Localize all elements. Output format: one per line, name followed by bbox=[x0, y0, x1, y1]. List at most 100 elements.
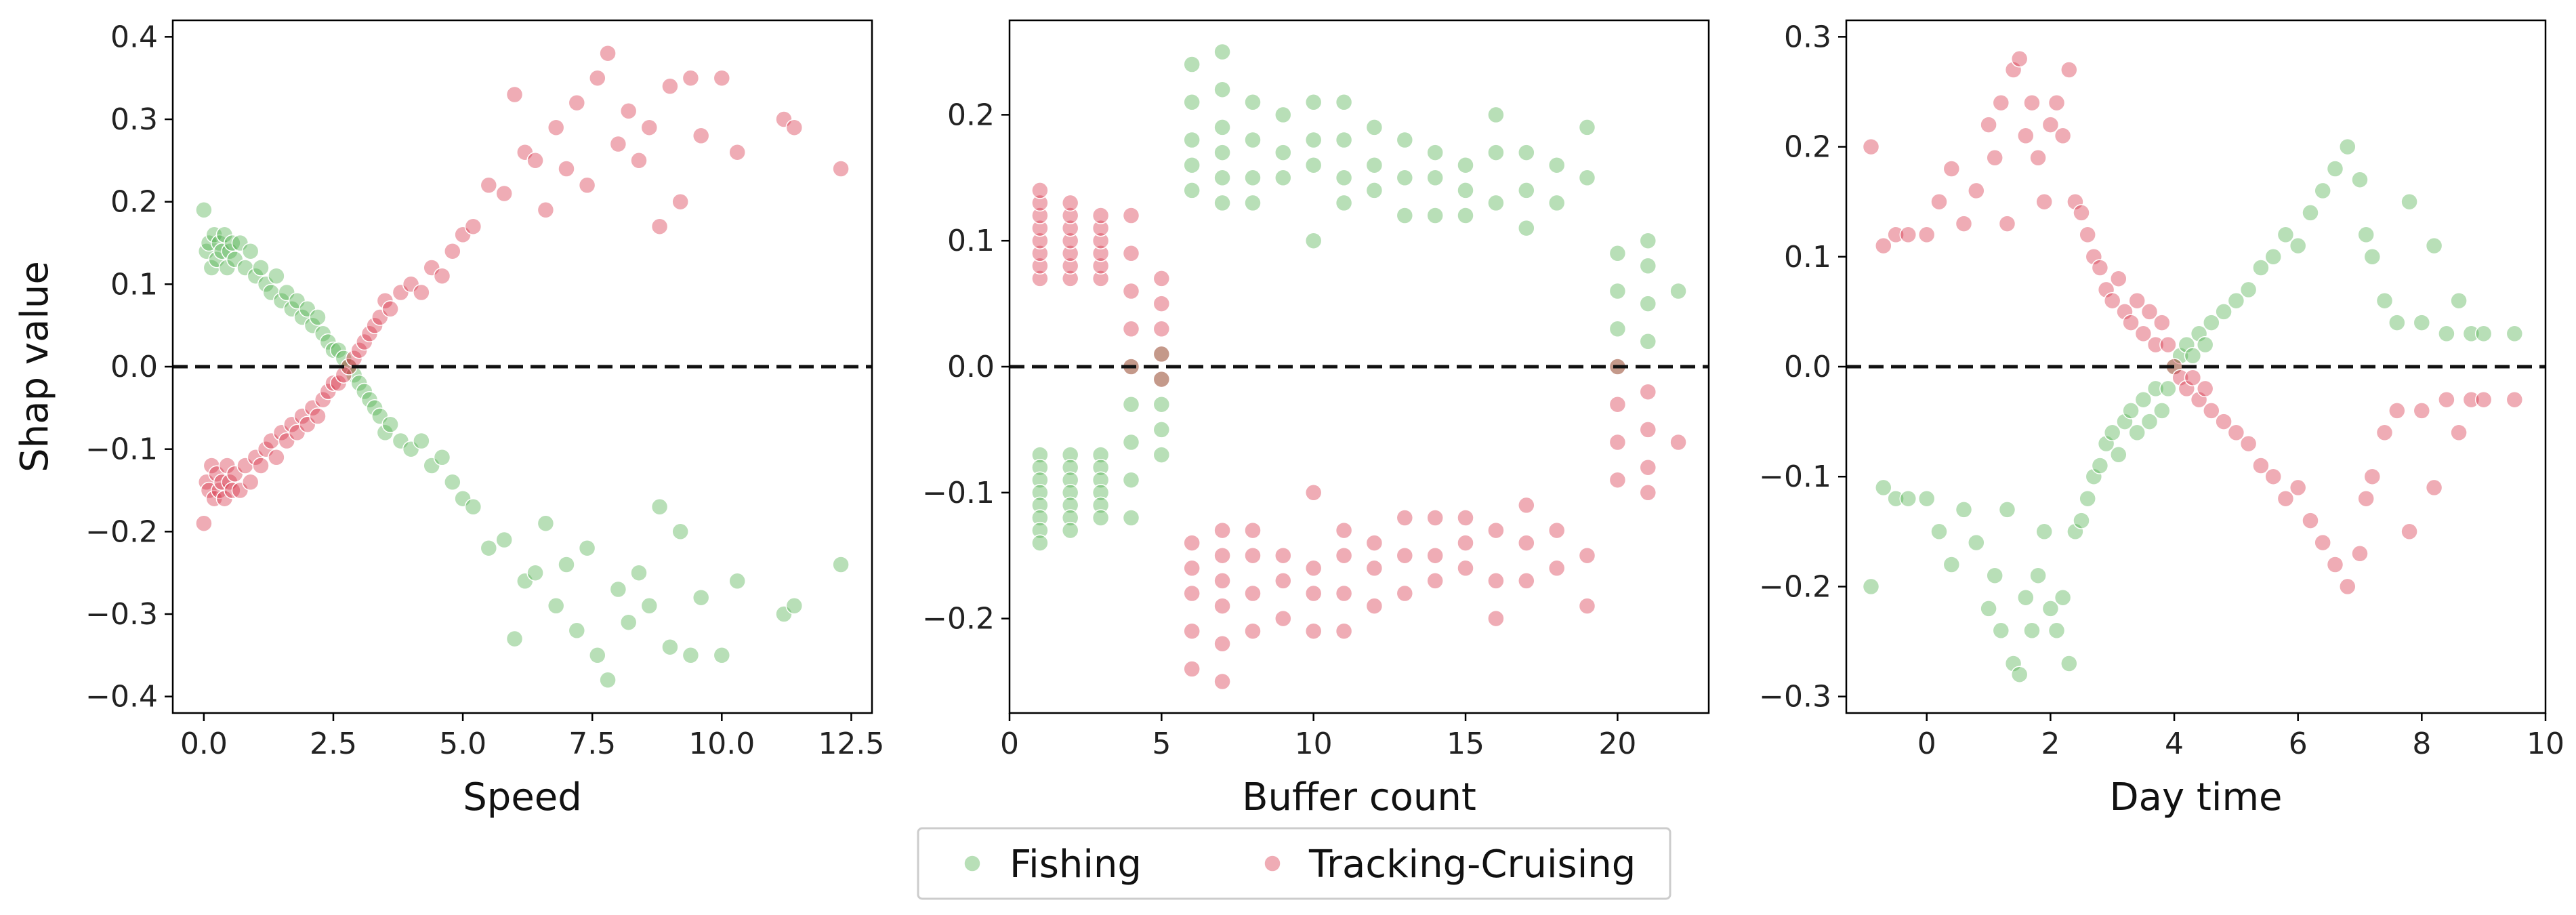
point-tracking-cruising-3 bbox=[203, 457, 221, 474]
point-tracking-cruising-22 bbox=[2060, 61, 2078, 79]
point-fishing-13 bbox=[2004, 655, 2022, 672]
point-fishing-54 bbox=[2314, 182, 2331, 200]
point-tracking-cruising-6 bbox=[1031, 194, 1049, 212]
point-tracking-cruising-29 bbox=[314, 390, 332, 409]
point-fishing-55 bbox=[2326, 160, 2344, 178]
point-tracking-cruising-18 bbox=[2035, 192, 2053, 211]
point-fishing-15 bbox=[2017, 588, 2035, 607]
point-tracking-cruising-3 bbox=[1031, 232, 1049, 249]
y-tick-label: 0.2 bbox=[1784, 130, 1831, 165]
point-fishing-32 bbox=[329, 341, 348, 359]
point-tracking-cruising-32 bbox=[1183, 622, 1201, 640]
point-fishing-16 bbox=[1092, 458, 1110, 476]
point-fishing-11 bbox=[1061, 484, 1079, 502]
point-tracking-cruising-31 bbox=[1183, 660, 1201, 678]
point-tracking-cruising-57 bbox=[547, 119, 565, 136]
point-tracking-cruising-36 bbox=[350, 341, 368, 359]
point-fishing-46 bbox=[1274, 106, 1292, 124]
point-fishing-0 bbox=[1031, 446, 1049, 464]
point-fishing-58 bbox=[1365, 156, 1384, 174]
point-tracking-cruising-53 bbox=[2302, 512, 2319, 529]
point-fishing-43 bbox=[1244, 131, 1262, 149]
point-fishing-26 bbox=[1152, 446, 1171, 464]
point-tracking-cruising-64 bbox=[2425, 479, 2443, 497]
point-fishing-38 bbox=[360, 390, 379, 409]
point-fishing-50 bbox=[1304, 131, 1323, 149]
y-tick-label: −0.3 bbox=[85, 597, 158, 632]
point-fishing-65 bbox=[1426, 207, 1444, 224]
panels: 0.0 2.5 5.0 7.5 10.0 12.5−0.4−0.3−0.2−0.10.00… bbox=[13, 19, 2564, 819]
point-tracking-cruising-62 bbox=[599, 44, 617, 62]
point-tracking-cruising-26 bbox=[2085, 248, 2103, 266]
x-tick-label: 20 bbox=[1598, 727, 1636, 761]
x-tick-label: 10.0 bbox=[688, 727, 755, 761]
point-tracking-cruising-11 bbox=[1992, 94, 2010, 112]
point-fishing-69 bbox=[671, 523, 689, 541]
point-tracking-cruising-60 bbox=[1396, 584, 1414, 603]
point-fishing-76 bbox=[832, 556, 850, 573]
point-fishing-73 bbox=[1518, 182, 1535, 199]
x-tick-label: 0.0 bbox=[180, 727, 228, 761]
point-fishing-68 bbox=[2474, 325, 2493, 343]
point-fishing-18 bbox=[2035, 523, 2053, 541]
point-tracking-cruising-59 bbox=[2363, 468, 2382, 485]
point-tracking-cruising-43 bbox=[2190, 390, 2208, 409]
point-tracking-cruising-29 bbox=[2103, 291, 2121, 310]
point-fishing-52 bbox=[495, 531, 513, 549]
point-fishing-17 bbox=[2029, 567, 2047, 584]
point-tracking-cruising-71 bbox=[1487, 521, 1505, 540]
point-fishing-60 bbox=[578, 539, 596, 557]
point-fishing-53 bbox=[1335, 94, 1353, 111]
point-tracking-cruising-52 bbox=[1304, 484, 1323, 502]
point-fishing-57 bbox=[1365, 119, 1384, 136]
point-tracking-cruising-45 bbox=[413, 283, 430, 302]
x-tick-label: 6 bbox=[2289, 727, 2308, 761]
point-tracking-cruising-54 bbox=[1335, 584, 1353, 603]
point-tracking-cruising-55 bbox=[526, 152, 544, 169]
point-fishing-36 bbox=[1213, 43, 1231, 61]
point-fishing-33 bbox=[2128, 424, 2146, 442]
point-fishing-66 bbox=[640, 597, 659, 615]
point-tracking-cruising-39 bbox=[366, 317, 383, 334]
point-fishing-63 bbox=[2413, 314, 2431, 331]
point-fishing-22 bbox=[1122, 471, 1140, 489]
point-tracking-cruising-78 bbox=[1578, 546, 1596, 565]
point-tracking-cruising-17 bbox=[2029, 149, 2047, 167]
point-tracking-cruising-67 bbox=[650, 218, 669, 235]
point-tracking-cruising-69 bbox=[1487, 609, 1505, 628]
point-fishing-56 bbox=[537, 514, 555, 532]
point-fishing-34 bbox=[2134, 390, 2153, 409]
point-tracking-cruising-85 bbox=[1639, 421, 1657, 439]
point-fishing-42 bbox=[1244, 94, 1262, 111]
point-tracking-cruising-16 bbox=[1092, 257, 1110, 275]
point-tracking-cruising-28 bbox=[309, 407, 327, 425]
point-fishing-23 bbox=[2066, 523, 2084, 541]
point-tracking-cruising-75 bbox=[1547, 559, 1566, 577]
point-tracking-cruising-3 bbox=[1899, 226, 1917, 244]
point-fishing-1 bbox=[1031, 458, 1049, 476]
point-fishing-62 bbox=[599, 671, 617, 689]
panel-2: 0 5 10 15 20 −0.2 −0.1 0.0 0.1 0.2 Buffer count bbox=[922, 19, 1710, 819]
point-fishing-41 bbox=[376, 424, 394, 442]
point-fishing-41 bbox=[2178, 336, 2196, 354]
point-fishing-39 bbox=[1213, 144, 1231, 161]
point-tracking-cruising-15 bbox=[1092, 270, 1110, 287]
point-tracking-cruising-51 bbox=[2277, 489, 2295, 508]
point-tracking-cruising-10 bbox=[1061, 245, 1079, 262]
point-fishing-41 bbox=[1213, 194, 1231, 212]
point-fishing-14 bbox=[1061, 521, 1079, 540]
point-tracking-cruising-42 bbox=[381, 300, 399, 318]
point-fishing-62 bbox=[2401, 192, 2418, 211]
point-fishing-63 bbox=[1426, 144, 1444, 161]
point-tracking-cruising-20 bbox=[2048, 94, 2066, 112]
point-tracking-cruising-79 bbox=[1608, 471, 1627, 489]
point-fishing-48 bbox=[444, 473, 461, 491]
point-tracking-cruising-70 bbox=[682, 69, 700, 87]
point-tracking-cruising-2 bbox=[1031, 245, 1049, 262]
x-tick-label: 0 bbox=[1000, 727, 1019, 761]
point-tracking-cruising-28 bbox=[2097, 281, 2115, 299]
point-fishing-19 bbox=[1092, 496, 1110, 514]
point-fishing-69 bbox=[2506, 325, 2524, 343]
point-tracking-cruising-30 bbox=[2110, 270, 2127, 287]
point-tracking-cruising-67 bbox=[1457, 534, 1474, 552]
